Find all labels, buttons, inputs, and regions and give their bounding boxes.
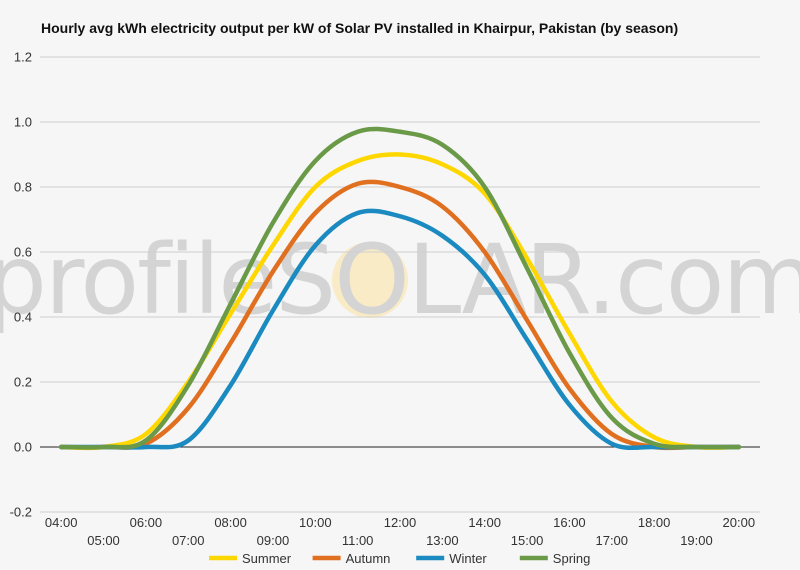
y-tick-label: 0.4 xyxy=(14,310,32,325)
x-tick-label: 16:00 xyxy=(553,515,586,530)
x-tick-label: 19:00 xyxy=(680,533,713,548)
x-tick-label: 04:00 xyxy=(45,515,78,530)
x-tick-label: 14:00 xyxy=(468,515,501,530)
x-tick-label: 20:00 xyxy=(723,515,756,530)
legend-label-winter: Winter xyxy=(449,551,487,566)
x-tick-label: 09:00 xyxy=(257,533,290,548)
x-tick-label: 11:00 xyxy=(342,533,374,548)
x-tick-label: 06:00 xyxy=(130,515,163,530)
x-tick-label: 05:00 xyxy=(87,533,120,548)
x-tick-label: 08:00 xyxy=(214,515,247,530)
y-tick-label: -0.2 xyxy=(10,505,32,520)
series-line-autumn xyxy=(58,179,742,451)
x-tick-label: 10:00 xyxy=(299,515,332,530)
legend-label-autumn: Autumn xyxy=(346,551,391,566)
x-tick-label: 18:00 xyxy=(638,515,671,530)
y-tick-label: 1.0 xyxy=(14,115,32,130)
series-line-spring xyxy=(58,126,742,450)
y-tick-label: 0.0 xyxy=(14,440,32,455)
y-tick-label: 0.2 xyxy=(14,375,32,390)
x-tick-label: 17:00 xyxy=(595,533,628,548)
x-tick-label: 12:00 xyxy=(384,515,417,530)
legend-label-spring: Spring xyxy=(553,551,591,566)
x-tick-label: 15:00 xyxy=(511,533,544,548)
legend-label-summer: Summer xyxy=(242,551,292,566)
chart-title: Hourly avg kWh electricity output per kW… xyxy=(41,20,679,36)
y-tick-label: 0.6 xyxy=(14,245,32,260)
series-line-summer xyxy=(58,152,742,451)
x-tick-label: 13:00 xyxy=(426,533,459,548)
x-tick-label: 07:00 xyxy=(172,533,205,548)
watermark-text: profileSOLAR.com xyxy=(0,224,800,336)
watermark-sun-icon xyxy=(332,242,408,318)
series-line-winter xyxy=(58,208,742,451)
y-tick-label: 1.2 xyxy=(14,50,32,65)
y-tick-label: 0.8 xyxy=(14,180,32,195)
